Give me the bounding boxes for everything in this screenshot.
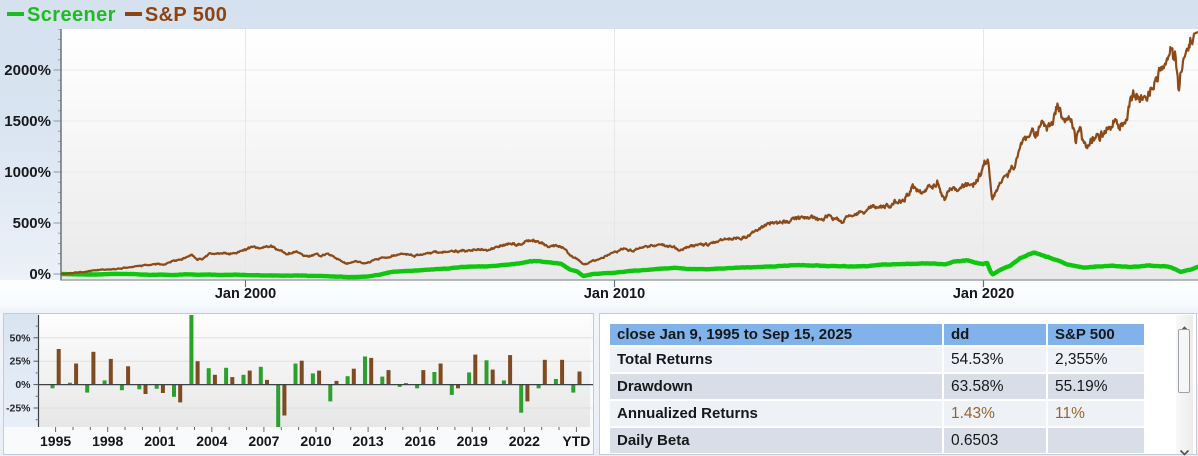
svg-text:50%: 50%	[9, 332, 31, 344]
svg-text:0%: 0%	[15, 379, 31, 391]
svg-text:Jan 2020: Jan 2020	[953, 286, 1014, 302]
svg-text:25%: 25%	[9, 356, 31, 368]
svg-text:2001: 2001	[144, 433, 175, 449]
svg-text:1995: 1995	[40, 433, 71, 449]
svg-text:0%: 0%	[29, 266, 51, 283]
svg-text:2004: 2004	[196, 433, 227, 449]
svg-text:YTD: YTD	[562, 433, 590, 449]
svg-text:Jan 2010: Jan 2010	[584, 286, 645, 302]
svg-text:2010: 2010	[300, 433, 331, 449]
svg-text:2016: 2016	[405, 433, 436, 449]
svg-text:1998: 1998	[92, 433, 123, 449]
svg-text:2007: 2007	[248, 433, 279, 449]
svg-text:2013: 2013	[353, 433, 384, 449]
svg-text:Jan 2000: Jan 2000	[215, 286, 276, 302]
svg-text:500%: 500%	[13, 215, 51, 232]
svg-text:-25%: -25%	[6, 403, 31, 415]
svg-text:1000%: 1000%	[4, 164, 51, 181]
svg-text:2019: 2019	[457, 433, 488, 449]
svg-text:2022: 2022	[509, 433, 540, 449]
svg-text:2000%: 2000%	[4, 62, 51, 79]
svg-text:1500%: 1500%	[4, 113, 51, 130]
